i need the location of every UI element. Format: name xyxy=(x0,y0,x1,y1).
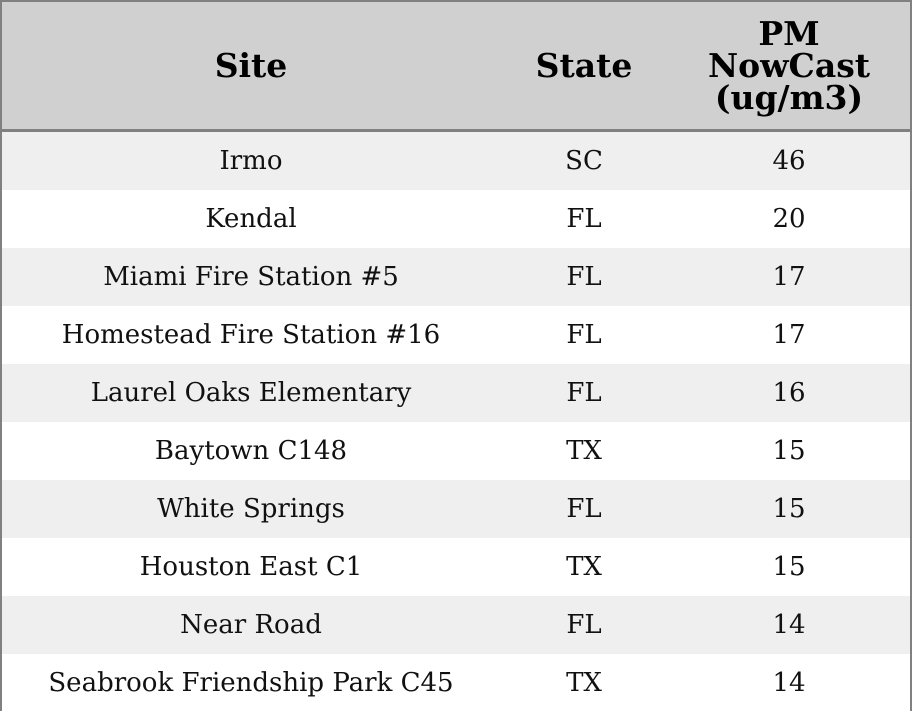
table-cell: FL xyxy=(500,364,668,422)
table-cell: 16 xyxy=(668,364,910,422)
table-cell: FL xyxy=(500,596,668,654)
table-cell: 17 xyxy=(668,248,910,306)
table-cell: FL xyxy=(500,306,668,364)
table-cell: 17 xyxy=(668,306,910,364)
table-cell: 20 xyxy=(668,190,910,248)
column-header-text: Site xyxy=(215,50,288,82)
table-cell: FL xyxy=(500,480,668,538)
table-cell: Houston East C1 xyxy=(2,538,500,596)
table-cell: FL xyxy=(500,248,668,306)
table-cell: 14 xyxy=(668,596,910,654)
table-cell: TX xyxy=(500,422,668,480)
table-cell: 15 xyxy=(668,480,910,538)
table-cell: SC xyxy=(500,131,668,191)
table-cell: Laurel Oaks Elementary xyxy=(2,364,500,422)
table-cell: FL xyxy=(500,190,668,248)
table-cell: Near Road xyxy=(2,596,500,654)
column-header-text: PM NowCast (ug/m3) xyxy=(697,18,882,114)
table-cell: TX xyxy=(500,538,668,596)
table-cell: Homestead Fire Station #16 xyxy=(2,306,500,364)
table-cell: Baytown C148 xyxy=(2,422,500,480)
header-row: Site State PM NowCast (ug/m3) xyxy=(2,2,910,131)
table-cell: Seabrook Friendship Park C45 xyxy=(2,654,500,712)
table-cell: 15 xyxy=(668,538,910,596)
column-header: PM NowCast (ug/m3) xyxy=(668,2,910,131)
table-cell: Miami Fire Station #5 xyxy=(2,248,500,306)
table-cell: 14 xyxy=(668,654,910,712)
column-header: State xyxy=(500,2,668,131)
table-cell: White Springs xyxy=(2,480,500,538)
table-cell: 46 xyxy=(668,131,910,191)
table-cell: Kendal xyxy=(2,190,500,248)
column-header-text: State xyxy=(536,50,633,82)
table-cell: 15 xyxy=(668,422,910,480)
table-cell: TX xyxy=(500,654,668,712)
column-header: Site xyxy=(2,2,500,131)
table-cell: Irmo xyxy=(2,131,500,191)
